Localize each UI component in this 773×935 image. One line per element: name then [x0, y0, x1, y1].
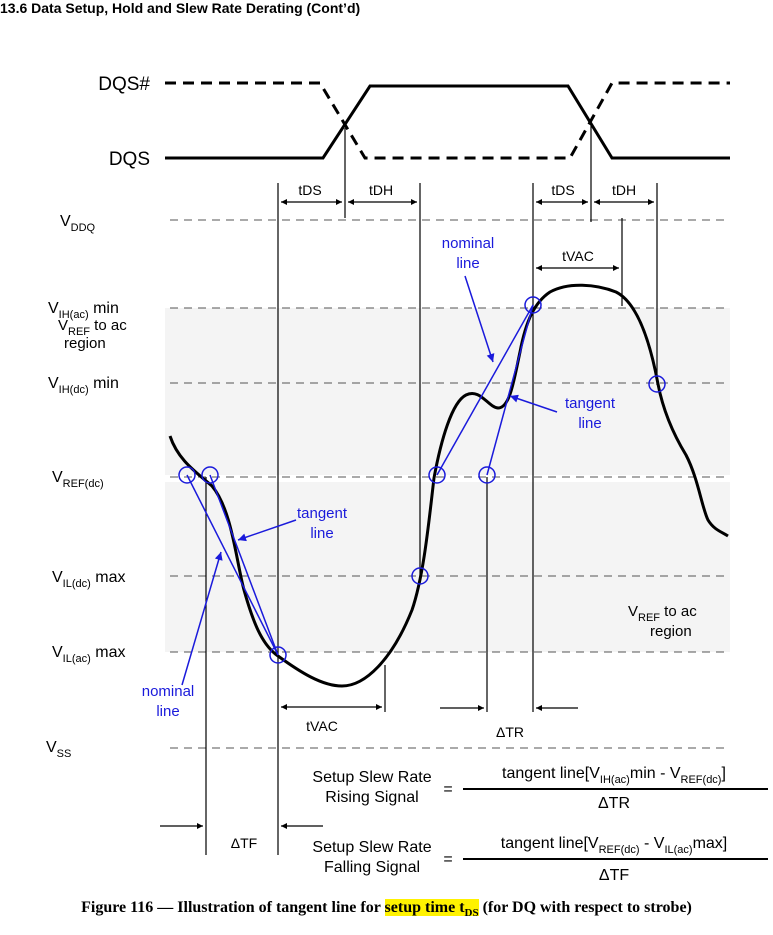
rising-formula-denominator: ΔTR	[598, 795, 630, 812]
pointer-nominal-top	[464, 275, 495, 363]
figure-caption: Figure 116 — Illustration of tangent lin…	[81, 899, 692, 920]
vref-to-ac-region-lower	[165, 482, 730, 652]
tangent-bottom-label: tangent	[297, 505, 348, 522]
region-lower-label-2: region	[650, 623, 692, 640]
tvac-label-rise: tVAC	[562, 248, 594, 264]
marker-vil-dc-hold	[411, 567, 429, 585]
marker-vref-rising-nominal	[428, 466, 446, 484]
nominal-line-rising	[436, 304, 534, 476]
tdh-label-2: tDH	[612, 182, 636, 198]
delta-tf-label: ΔTF	[231, 835, 257, 851]
tangent-top-label-2: line	[578, 415, 601, 432]
vss-label: VSS	[46, 739, 71, 760]
vih-ac-label: VIH(ac) min	[48, 300, 119, 321]
vih-dc-label: VIH(dc) min	[48, 375, 119, 396]
falling-formula-label-2: Falling Signal	[324, 859, 420, 876]
vddq-label: VDDQ	[60, 213, 96, 234]
dqs-waveform	[165, 84, 730, 160]
dqs-bar-waveform	[165, 81, 730, 160]
caption-highlight: setup time tDS	[384, 899, 479, 920]
tdh-label-1: tDH	[369, 182, 393, 198]
vref-to-ac-region-upper	[165, 308, 730, 475]
rising-formula-label-2: Rising Signal	[325, 789, 418, 806]
tangent-line-rising	[486, 304, 534, 476]
tds-label-1: tDS	[298, 182, 321, 198]
nominal-bottom-label-2: line	[156, 703, 179, 720]
section-heading: 13.6 Data Setup, Hold and Slew Rate Dera…	[0, 0, 361, 16]
marker-vil-ac-falling	[269, 646, 287, 664]
marker-vih-ac-rising	[524, 296, 542, 314]
region-lower-label: VREF to ac	[628, 603, 697, 624]
falling-formula-numerator: tangent line[VREF(dc) - VIL(ac)max]	[501, 835, 728, 856]
falling-formula-denominator: ΔTF	[599, 867, 629, 884]
tvac-label-fall: tVAC	[306, 718, 338, 734]
nominal-bottom-label: nominal	[142, 683, 195, 700]
tangent-bottom-label-2: line	[310, 525, 333, 542]
region-upper-label-2: region	[64, 335, 106, 352]
marker-vref-falling-nominal	[178, 466, 196, 484]
rising-formula-numerator: tangent line[VIH(ac)min - VREF(dc)]	[502, 765, 726, 786]
tangent-top-label: tangent	[565, 395, 616, 412]
marker-vref-rising-tangent	[478, 466, 496, 484]
nominal-top-label: nominal	[442, 235, 495, 252]
pointer-tangent-top	[509, 394, 558, 413]
pointer-nominal-bottom	[181, 551, 223, 686]
marker-vref-falling-tangent	[201, 466, 219, 484]
rising-formula-equals: =	[443, 781, 452, 798]
falling-formula-equals: =	[443, 851, 452, 868]
falling-formula-label: Setup Slew Rate	[312, 839, 431, 856]
dqs-label: DQS	[109, 149, 150, 170]
dqs-bar-label: DQS#	[98, 74, 150, 95]
marker-vih-dc-hold	[648, 375, 666, 393]
pointer-tangent-bottom	[237, 519, 297, 542]
vil-dc-label: VIL(dc) max	[52, 569, 125, 590]
tds-label-2: tDS	[551, 182, 574, 198]
dq-waveform	[168, 283, 729, 688]
tangent-line-falling	[209, 474, 279, 656]
vref-dc-label: VREF(dc)	[52, 469, 104, 490]
nominal-line-falling	[186, 474, 279, 656]
vil-ac-label: VIL(ac) max	[52, 644, 125, 665]
region-upper-label: VREF to ac	[58, 317, 127, 338]
delta-tr-label: ΔTR	[496, 724, 524, 740]
nominal-top-label-2: line	[456, 255, 479, 272]
rising-formula-label: Setup Slew Rate	[312, 769, 431, 786]
